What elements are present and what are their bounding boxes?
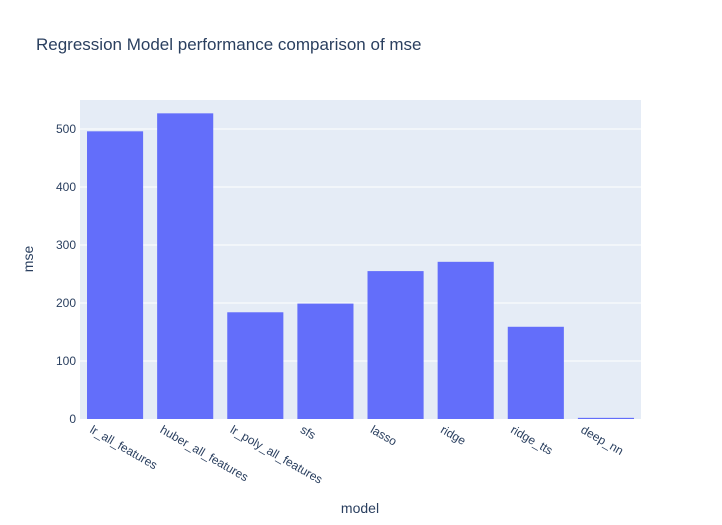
x-tick-label: lasso (368, 422, 400, 448)
bar-ridge (437, 261, 494, 419)
bars (87, 113, 634, 419)
x-tick-label: deep_nn (578, 422, 625, 457)
y-tick-label: 100 (56, 354, 76, 368)
x-axis-ticks: lr_all_featureshuber_all_featureslr_poly… (88, 422, 626, 486)
x-tick-label: ridge_tts (508, 422, 555, 457)
bar-lasso (367, 271, 424, 419)
bar-lr_all_features (87, 131, 144, 419)
y-tick-label: 300 (56, 238, 76, 252)
y-tick-label: 0 (69, 412, 76, 426)
x-axis-title: model (341, 500, 379, 516)
bar-huber_all_features (157, 113, 214, 419)
y-tick-label: 200 (56, 296, 76, 310)
x-tick-label: sfs (298, 422, 318, 442)
bar-sfs (297, 303, 354, 419)
y-tick-label: 500 (56, 122, 76, 136)
y-tick-label: 400 (56, 180, 76, 194)
bar-lr_poly_all_features (227, 312, 284, 419)
bar-ridge_tts (507, 326, 564, 419)
chart-title: Regression Model performance comparison … (36, 35, 422, 54)
y-axis-ticks: 0 100 200 300 400 500 (56, 122, 76, 426)
x-tick-label: ridge (438, 422, 468, 448)
bar-deep_nn (577, 417, 634, 419)
y-axis-title: mse (20, 246, 36, 273)
x-tick-label: lr_all_features (88, 422, 160, 472)
